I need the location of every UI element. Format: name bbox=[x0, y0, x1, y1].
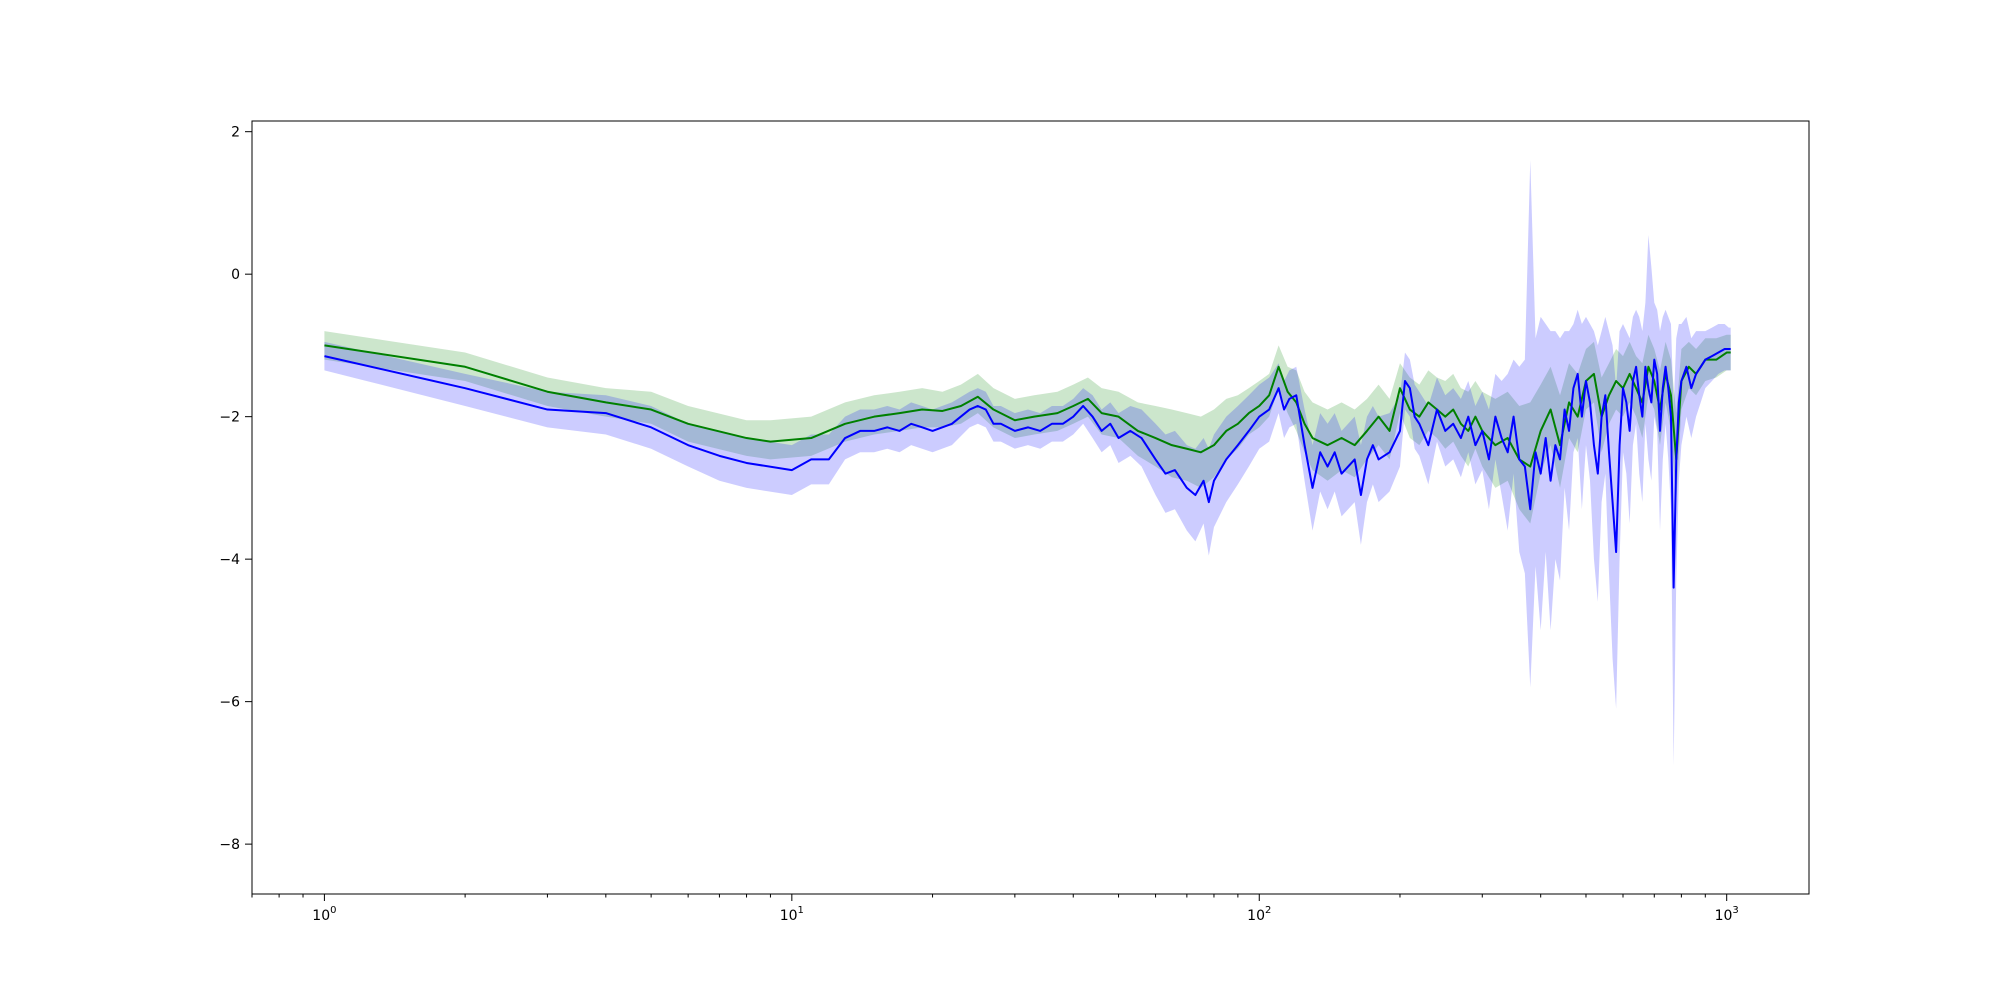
y-tick-label: 0 bbox=[231, 267, 240, 283]
x-axis: 100 101 102 103 bbox=[251, 894, 1739, 924]
y-tick-label: 2 bbox=[231, 125, 240, 141]
axes-frame bbox=[251, 120, 1810, 895]
plot-area bbox=[324, 160, 1731, 766]
series-1-line bbox=[324, 347, 1731, 589]
y-tick-label: −4 bbox=[219, 552, 240, 568]
y-tick-label: −2 bbox=[219, 410, 240, 426]
x-tick-label: 100 bbox=[312, 905, 336, 924]
x-tick-label: 102 bbox=[1247, 905, 1271, 924]
x-tick-label: 101 bbox=[780, 905, 804, 924]
y-axis: 2 0 −2 −4 −6 −8 bbox=[219, 125, 252, 853]
y-tick-label: −6 bbox=[219, 695, 240, 711]
series-lines bbox=[324, 344, 1731, 589]
y-tick-label: −8 bbox=[219, 837, 240, 853]
x-tick-label: 103 bbox=[1715, 905, 1739, 924]
